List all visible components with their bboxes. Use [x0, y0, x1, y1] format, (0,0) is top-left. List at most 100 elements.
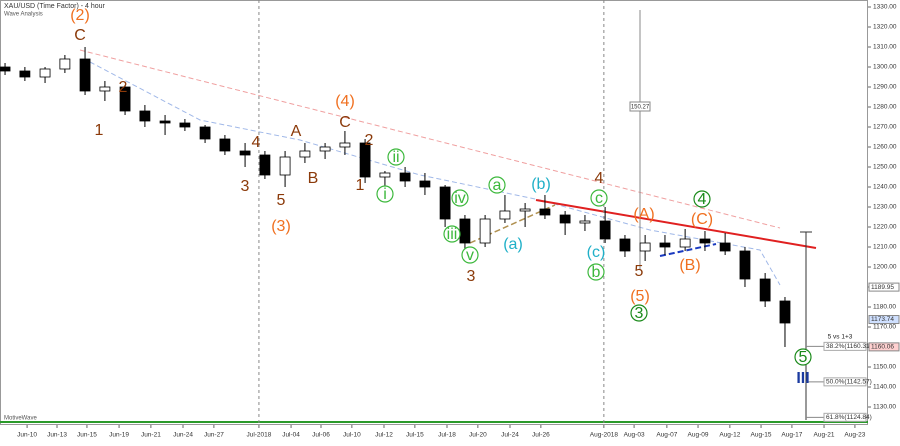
- wave-label: C: [339, 114, 351, 131]
- annotation: 150.27: [631, 105, 650, 111]
- wave-label: (5): [630, 288, 650, 305]
- wave-label: a: [493, 177, 502, 194]
- wave-label: (c): [587, 244, 606, 261]
- wave-circle: [590, 189, 608, 207]
- wave-label: 2: [365, 132, 374, 149]
- wave-label: (A): [633, 206, 654, 223]
- candle-body: [359, 142, 371, 178]
- x-tick-label: Jun-10: [17, 432, 37, 439]
- wave-circle: [587, 263, 605, 281]
- wave-circle: [488, 176, 506, 194]
- x-tick-label: Jul-2018: [246, 432, 271, 439]
- candle-body: [219, 138, 231, 152]
- wave-label: 2: [119, 79, 128, 96]
- y-tick-label: 1140.00: [873, 384, 896, 391]
- y-tick-label: 1220.00: [873, 224, 897, 231]
- y-tick-label: 1170.00: [873, 324, 896, 331]
- price-marker: [868, 282, 900, 292]
- candle-body: [519, 208, 531, 212]
- candle-body: [199, 126, 211, 140]
- y-tick-label: 1320.00: [873, 24, 897, 31]
- x-tick-label: Aug-23: [844, 432, 865, 439]
- wave-circle: [376, 185, 394, 203]
- y-tick-label: 1180.00: [873, 304, 896, 311]
- trend-line: [535, 199, 817, 249]
- x-tick-label: Aug-12: [719, 432, 740, 439]
- fib-box: [823, 377, 867, 387]
- wave-label: 4: [698, 191, 707, 208]
- wave-label: 1: [95, 122, 104, 139]
- candle-body: [379, 172, 391, 178]
- candle-body: [179, 122, 191, 128]
- x-tick-label: Aug-15: [751, 432, 772, 439]
- wave-label: 3: [241, 178, 250, 195]
- measure-box: [629, 101, 651, 112]
- candle-body: [579, 220, 591, 224]
- wave-label: i: [383, 186, 387, 203]
- x-tick-label: Aug-2018: [590, 432, 619, 439]
- x-tick-label: Jul-20: [469, 432, 487, 439]
- candle-body: [0, 66, 11, 72]
- wave-label: (C): [691, 211, 713, 228]
- y-tick-label: 1230.00: [873, 204, 897, 211]
- candle-body: [339, 142, 351, 148]
- y-tick-label: 1250.00: [873, 164, 897, 171]
- candle-body: [699, 238, 711, 244]
- candle-body: [299, 150, 311, 158]
- wave-circle: [693, 190, 711, 208]
- wave-circle: [461, 246, 479, 264]
- candle-body: [239, 150, 251, 156]
- y-tick-label: 1290.00: [873, 84, 897, 91]
- chart-subtitle: Wave Analysis: [4, 12, 43, 18]
- y-tick-label: 1310.00: [873, 44, 897, 51]
- x-tick-label: Aug-07: [656, 432, 677, 439]
- wave-label: C: [74, 27, 86, 44]
- y-tick-label: 1200.00: [873, 264, 897, 271]
- candle-body: [679, 238, 691, 248]
- price-marker: [868, 342, 900, 352]
- x-tick-label: Jun-24: [173, 432, 193, 439]
- wave-circle: [387, 148, 405, 166]
- price-label: 1160.06: [871, 344, 894, 351]
- candle-body: [419, 180, 431, 188]
- fib-label: 50.0%(1142.57): [826, 379, 872, 386]
- candle-body: [399, 172, 411, 182]
- annotation: 5 vs 1+3: [828, 334, 853, 341]
- candle-body: [659, 242, 671, 248]
- wave-circle: [443, 225, 461, 243]
- candle-body: [99, 86, 111, 92]
- wave-label: 3: [635, 305, 644, 322]
- x-tick-label: Jul-06: [312, 432, 330, 439]
- x-tick-label: Jul-18: [438, 432, 456, 439]
- candle-body: [459, 218, 471, 244]
- wave-label: iv: [454, 190, 466, 207]
- candle-body: [439, 186, 451, 220]
- x-tick-label: Jul-15: [406, 432, 424, 439]
- wave-circle: [451, 189, 469, 207]
- y-tick-label: 1130.00: [873, 404, 896, 411]
- wave-label: (4): [335, 93, 355, 110]
- x-tick-label: Aug-21: [814, 432, 835, 439]
- wave-label: A: [291, 123, 302, 140]
- fib-box: [823, 412, 867, 422]
- x-tick-label: Jul-04: [282, 432, 300, 439]
- x-tick-label: Jun-13: [47, 432, 67, 439]
- candle-body: [499, 210, 511, 220]
- wave-label: 3: [467, 268, 476, 285]
- x-tick-label: Jun-15: [77, 432, 97, 439]
- wave-label: 5: [799, 349, 808, 366]
- moving-average: [89, 61, 781, 286]
- wave-label: ii: [392, 149, 399, 166]
- wave-label: (b): [531, 176, 551, 193]
- candle-body: [319, 146, 331, 152]
- fib-label: 61.8%(1124.84): [826, 414, 872, 421]
- wave-label: 1: [356, 177, 365, 194]
- wave-label: b: [592, 264, 601, 281]
- y-tick-label: 1330.00: [873, 4, 897, 11]
- wave-label: III: [796, 370, 809, 387]
- x-tick-label: Jul-24: [501, 432, 519, 439]
- wave-label: (3): [271, 218, 291, 235]
- x-tick-label: Aug-03: [624, 432, 645, 439]
- wave-label: c: [595, 190, 603, 207]
